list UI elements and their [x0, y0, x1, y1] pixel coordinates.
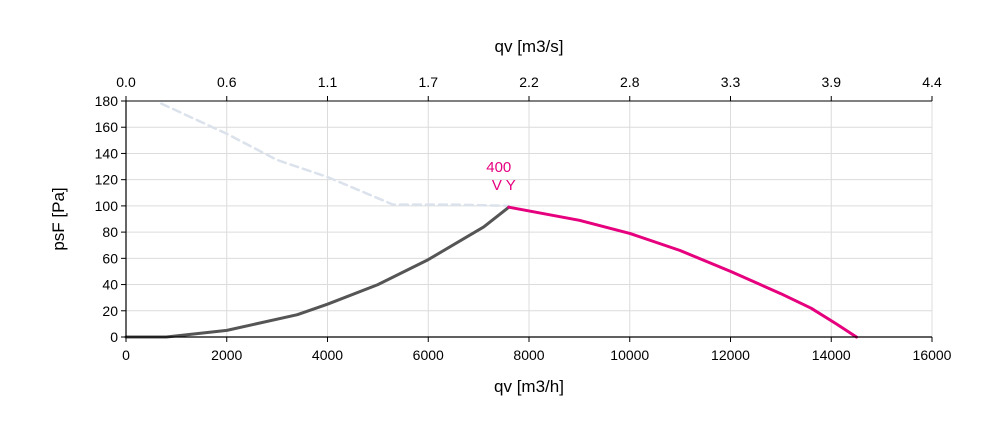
x-top-tick-label: 2.2: [519, 74, 539, 90]
x-top-tick-label: 1.1: [318, 74, 338, 90]
series-line-low-flow: [124, 205, 511, 339]
x-top-tick-label: 4.4: [922, 74, 942, 90]
x-top-tick-label: 1.7: [419, 74, 439, 90]
x-tick-label: 16000: [913, 347, 952, 363]
x-tick-label: 10000: [610, 347, 649, 363]
x-axis-bottom-title: qv [m3/h]: [494, 377, 564, 396]
axes: [121, 96, 933, 342]
x-top-tick-label: 0.6: [217, 74, 237, 90]
annotation-label: V Y: [492, 177, 516, 194]
y-tick-label: 20: [102, 303, 118, 319]
series-line-operating: [507, 205, 858, 339]
tick-labels: 0 2000 4000 6000 8000 10000 12000 14000 160000.0…: [95, 74, 952, 363]
y-axis-title: psF [Pa]: [49, 187, 68, 250]
x-axis-top-title: qv [m3/s]: [495, 37, 564, 56]
y-tick-label: 0: [110, 329, 118, 345]
x-tick-label: 0: [122, 347, 130, 363]
x-top-tick-label: 0.0: [116, 74, 136, 90]
y-tick-label: 80: [102, 224, 118, 240]
y-tick-label: 100: [95, 198, 119, 214]
x-tick-label: 4000: [312, 347, 343, 363]
x-tick-label: 12000: [711, 347, 750, 363]
y-tick-label: 60: [102, 250, 118, 266]
x-tick-label: 2000: [211, 347, 242, 363]
y-tick-label: 40: [102, 277, 118, 293]
y-tick-label: 140: [95, 145, 119, 161]
x-tick-label: 8000: [513, 347, 544, 363]
y-tick-label: 120: [95, 172, 119, 188]
x-top-tick-label: 3.3: [721, 74, 741, 90]
x-tick-label: 6000: [413, 347, 444, 363]
y-tick-label: 160: [95, 119, 119, 135]
x-tick-label: 14000: [812, 347, 851, 363]
series-layer: [124, 102, 858, 339]
x-top-tick-label: 3.9: [822, 74, 842, 90]
y-tick-label: 180: [95, 93, 119, 109]
series-line-limit-curve: [160, 102, 511, 208]
annotation-label: 400: [486, 159, 511, 176]
x-top-tick-label: 2.8: [620, 74, 640, 90]
